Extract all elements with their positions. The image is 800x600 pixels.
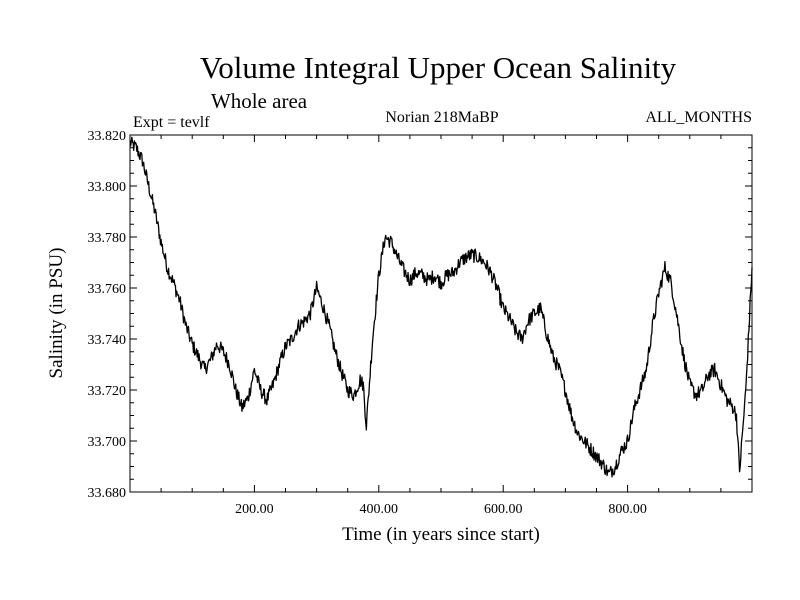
x-tick-label: 400.00	[360, 502, 399, 517]
y-tick-label: 33.760	[88, 282, 127, 297]
plot-frame	[129, 134, 753, 493]
y-tick-label: 33.680	[88, 486, 127, 501]
y-tick-label: 33.700	[88, 435, 127, 450]
y-axis-ticks: 33.680 33.700 33.720 33.740 33.760 33.780 33.8…	[88, 129, 752, 501]
series-layer	[129, 136, 753, 478]
series-line-salinity	[129, 136, 753, 478]
period-label: Norian 218MaBP	[385, 109, 498, 126]
y-tick-label: 33.820	[88, 129, 127, 144]
x-axis-ticks: 200.00 400.00 600.00 800.00	[160, 135, 722, 517]
x-tick-label: 800.00	[608, 502, 647, 517]
x-axis-label: Time (in years since start)	[342, 524, 540, 545]
chart-subtitle: Whole area	[211, 89, 308, 113]
y-tick-label: 33.800	[88, 180, 127, 195]
experiment-label: Expt = tevlf	[133, 114, 210, 131]
y-tick-label: 33.720	[88, 384, 127, 399]
y-tick-label: 33.740	[88, 333, 127, 348]
chart-title: Volume Integral Upper Ocean Salinity	[200, 50, 677, 85]
x-tick-label: 600.00	[484, 502, 523, 517]
y-tick-label: 33.780	[88, 231, 127, 246]
months-label: ALL_MONTHS	[645, 109, 752, 126]
y-axis-label: Salinity (in PSU)	[46, 248, 67, 379]
x-tick-label: 200.00	[235, 502, 274, 517]
